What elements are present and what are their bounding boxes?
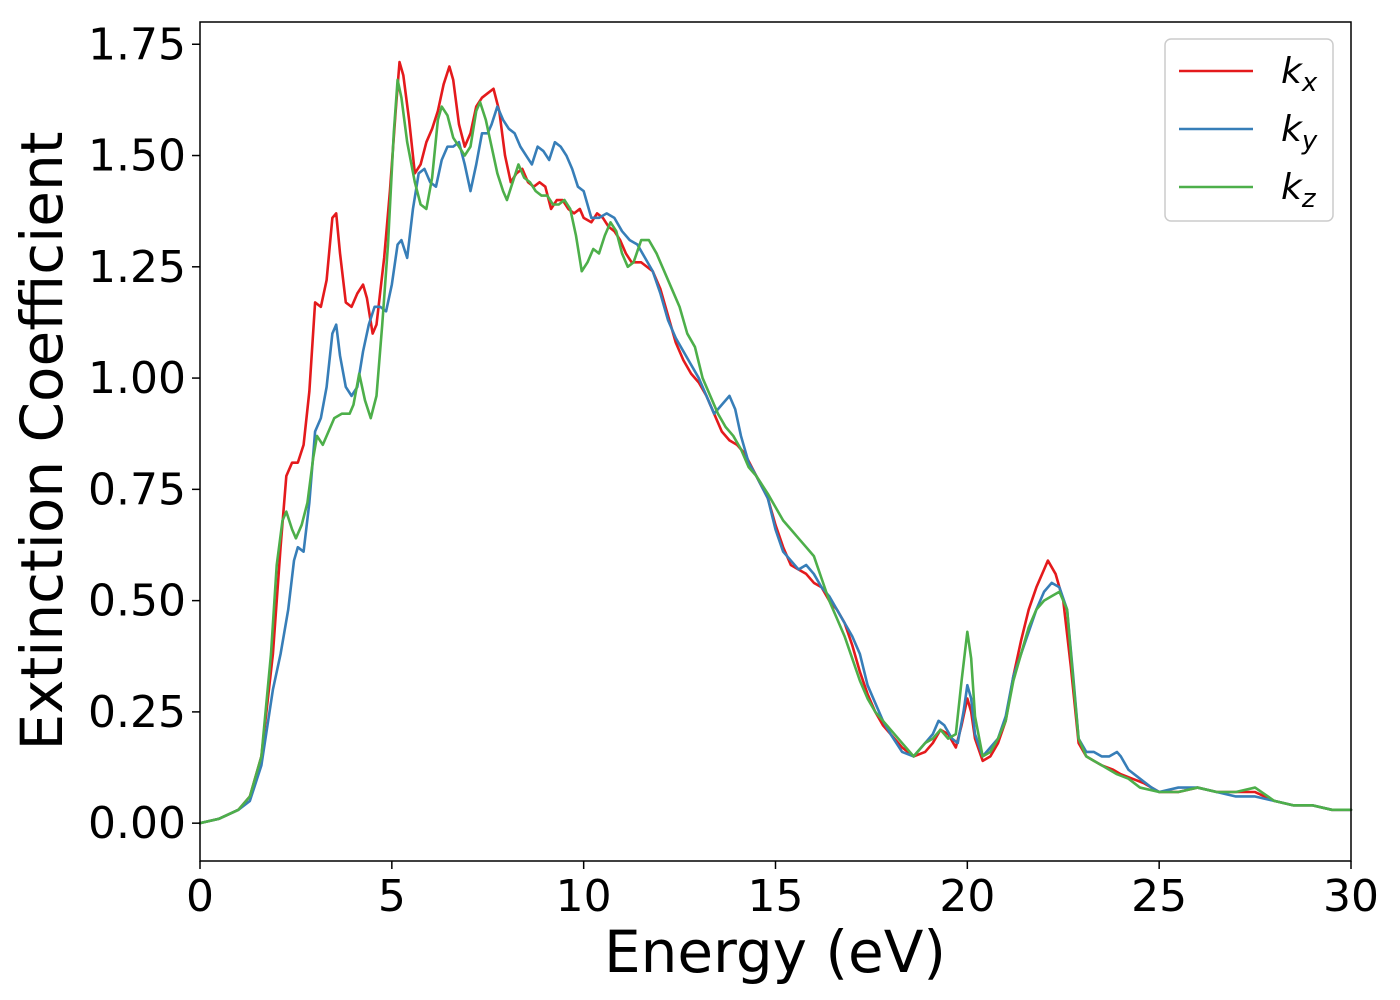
y-tick-label: 0.25 [88,687,186,738]
x-axis-label: Energy (eV) [604,918,946,986]
legend: kx ky kz [1164,38,1334,222]
x-tick-label: 10 [556,871,612,922]
legend-label-z: kz [1281,167,1317,214]
series-line-x [198,60,1353,825]
series-line-z [198,78,1353,825]
x-tick-label: 30 [1323,871,1379,922]
x-tick-label: 0 [186,871,214,922]
y-axis: 0.00 0.25 0.50 0.75 1.00 1.25 1.50 1.75 [88,19,200,849]
x-tick-label: 25 [1131,871,1187,922]
y-tick-label: 0.50 [88,576,186,627]
y-tick-label: 0.00 [88,798,186,849]
x-axis: 0 5 10 15 20 25 30 [186,861,1379,922]
y-tick-label: 1.75 [88,19,186,70]
x-tick-label: 15 [748,871,804,922]
legend-label-x: kx [1281,51,1318,98]
y-axis-label: Extinction Coefficient [8,132,76,751]
y-tick-label: 0.75 [88,464,186,515]
series-layer [198,60,1353,825]
y-tick-label: 1.50 [88,131,186,182]
legend-label-y: ky [1281,109,1318,156]
x-tick-label: 20 [939,871,995,922]
x-tick-label: 5 [378,871,406,922]
y-tick-label: 1.00 [88,353,186,404]
y-tick-label: 1.25 [88,242,186,293]
